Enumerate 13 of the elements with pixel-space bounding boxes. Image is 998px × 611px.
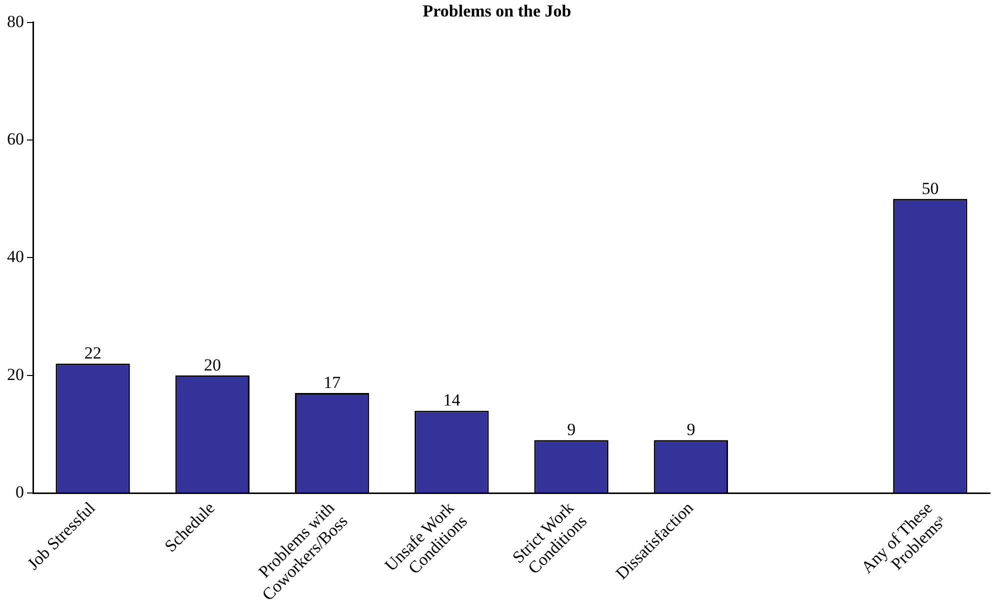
y-tick-label: 80 (7, 12, 24, 31)
data-label: 20 (204, 355, 221, 374)
data-label: 17 (324, 373, 342, 392)
data-label: 50 (922, 178, 939, 198)
data-label: 9 (686, 420, 696, 440)
data-label: 14 (443, 390, 461, 410)
chart-title: Problems on the Job (422, 2, 572, 21)
data-label: 22 (84, 344, 102, 363)
y-tick-label: 40 (7, 247, 24, 266)
y-tick-label: 20 (7, 364, 24, 384)
data-label: 9 (567, 420, 576, 440)
y-tick-label: 60 (7, 130, 24, 149)
y-tick-label: 0 (16, 482, 24, 502)
